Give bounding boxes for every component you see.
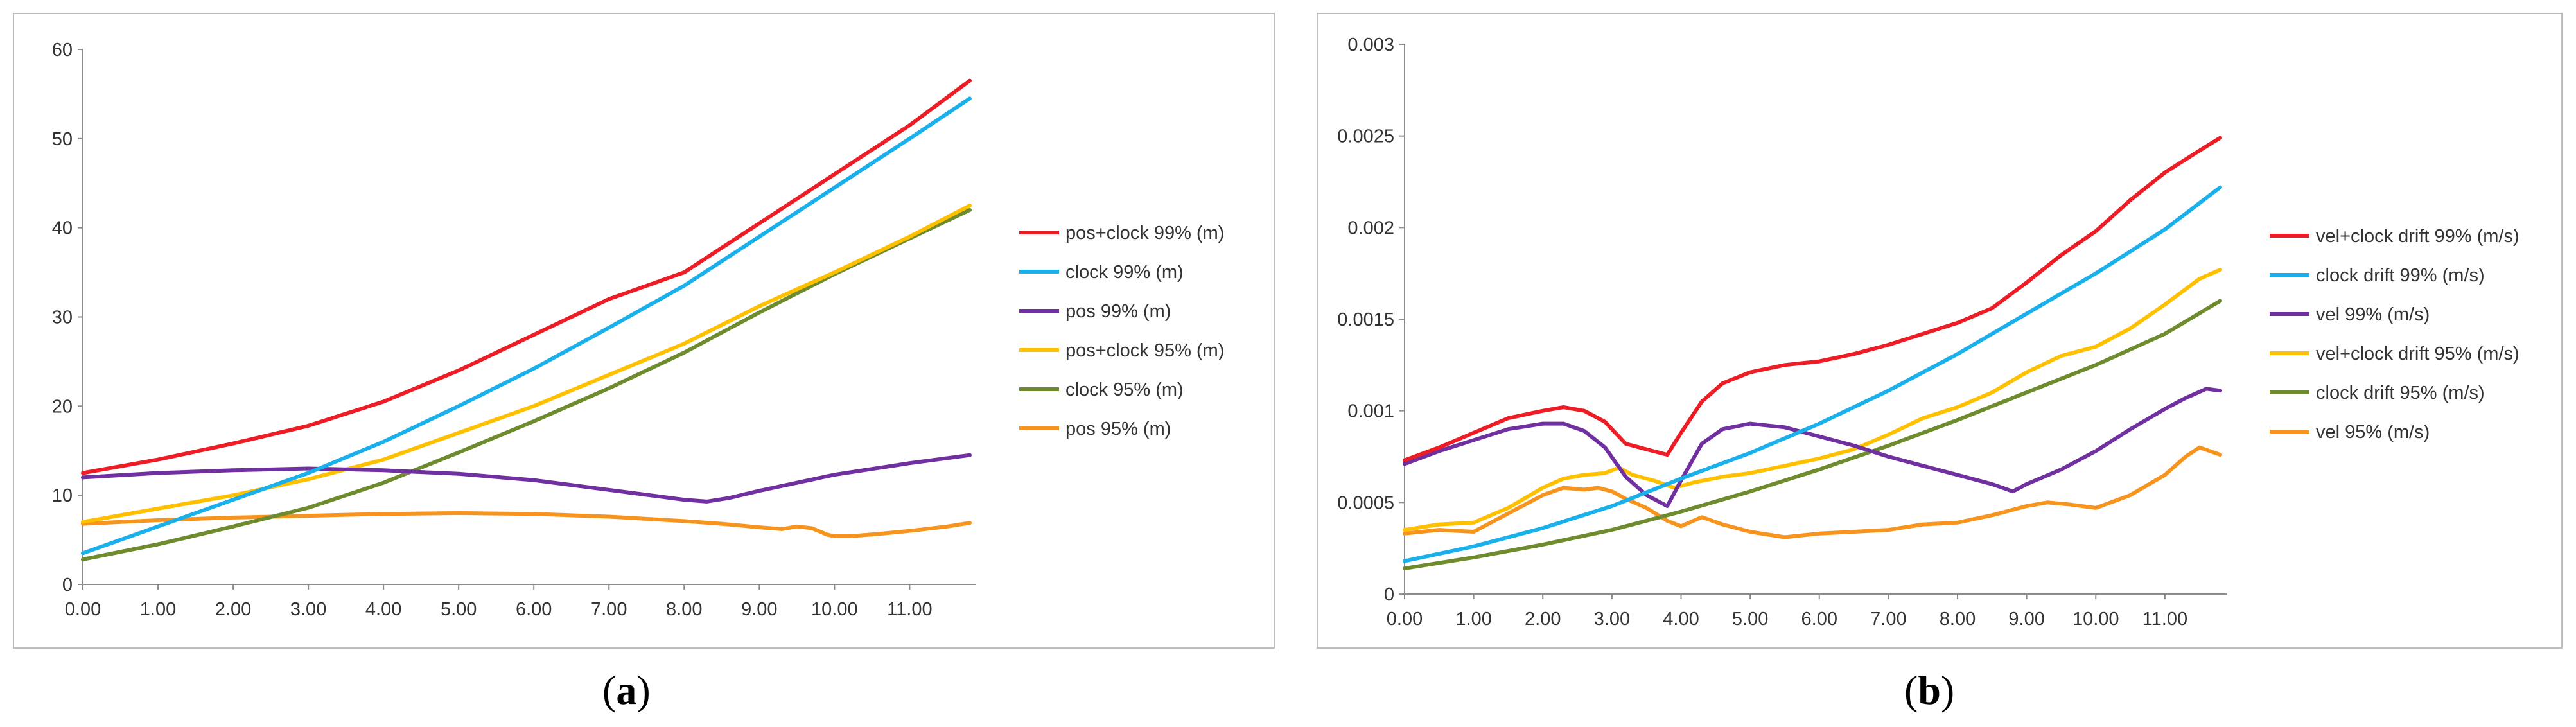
y-tick-label: 0.0005 xyxy=(1337,493,1394,513)
chart-b-legend: vel+clock drift 99% (m/s) clock drift 99%… xyxy=(2270,226,2519,442)
x-tick-label: 9.00 xyxy=(741,599,777,620)
chart-a-svg: 0 10 20 30 40 50 60 0.00 1.00 2.00 3.00 4.00 5.00 6.0… xyxy=(52,40,1225,620)
caption-a-open: ( xyxy=(602,667,617,713)
y-tick-label: 30 xyxy=(52,308,73,328)
x-tick-label: 9.00 xyxy=(2008,609,2044,629)
y-tick-label: 0.003 xyxy=(1347,35,1394,55)
y-tick-label: 60 xyxy=(52,40,73,60)
caption-a-close: ) xyxy=(636,667,651,713)
legend-label: pos 95% (m) xyxy=(1065,419,1171,439)
caption-b: (b) xyxy=(1904,667,1954,714)
x-tick-label: 7.00 xyxy=(1870,609,1906,629)
series-line xyxy=(81,453,972,504)
y-tick-label: 0.0015 xyxy=(1337,310,1394,330)
series-line xyxy=(81,78,972,475)
chart-a-frame: 0 10 20 30 40 50 60 0.00 1.00 2.00 3.00 4.00 5.00 6.0… xyxy=(13,13,1275,649)
legend-label: pos 99% (m) xyxy=(1065,301,1171,322)
chart-b-series xyxy=(1403,136,2222,571)
caption-b-letter: b xyxy=(1918,667,1941,713)
x-tick-label: 2.00 xyxy=(215,599,251,620)
x-tick-label: 2.00 xyxy=(1525,609,1561,629)
x-tick-label: 10.00 xyxy=(811,599,858,620)
x-tick-label: 4.00 xyxy=(1663,609,1699,629)
x-tick-label: 5.00 xyxy=(1732,609,1768,629)
x-tick-label: 6.00 xyxy=(1801,609,1837,629)
y-tick-label: 40 xyxy=(52,218,73,239)
x-tick-label: 8.00 xyxy=(666,599,702,620)
y-tick-label: 50 xyxy=(52,129,73,150)
legend-label: clock 99% (m) xyxy=(1065,262,1184,283)
y-tick-label: 0.002 xyxy=(1347,218,1394,238)
y-tick-label: 0 xyxy=(1384,584,1394,605)
series-line xyxy=(1403,185,2222,563)
series-line xyxy=(1403,387,2222,508)
x-tick-label: 0.00 xyxy=(1387,609,1423,629)
y-tick-label: 20 xyxy=(52,396,73,417)
y-tick-label: 0.0025 xyxy=(1337,127,1394,147)
legend-label: pos+clock 99% (m) xyxy=(1065,223,1224,243)
chart-b-frame: 0 0.0005 0.001 0.0015 0.002 0.0025 0.003 0.00 1.… xyxy=(1317,13,2563,649)
x-tick-label: 4.00 xyxy=(365,599,401,620)
x-tick-label: 5.00 xyxy=(441,599,477,620)
series-line xyxy=(81,204,972,524)
legend-label: vel+clock drift 99% (m/s) xyxy=(2316,226,2519,247)
chart-b-axes: 0 0.0005 0.001 0.0015 0.002 0.0025 0.003 0.00 1.… xyxy=(1337,35,2227,629)
chart-a-legend: pos+clock 99% (m) clock 99% (m) pos 99% (m… xyxy=(1019,223,1224,439)
caption-b-close: ) xyxy=(1940,667,1955,713)
series-line xyxy=(1403,268,2222,532)
x-tick-label: 6.00 xyxy=(516,599,552,620)
chart-b-svg: 0 0.0005 0.001 0.0015 0.002 0.0025 0.003 0.00 1.… xyxy=(1337,35,2519,629)
chart-a-series xyxy=(81,78,972,562)
legend-label: clock drift 95% (m/s) xyxy=(2316,383,2485,403)
series-line xyxy=(1403,299,2222,571)
x-tick-label: 3.00 xyxy=(1594,609,1630,629)
y-tick-label: 0.001 xyxy=(1347,401,1394,422)
legend-label: clock 95% (m) xyxy=(1065,380,1184,400)
x-tick-label: 8.00 xyxy=(1940,609,1976,629)
x-tick-label: 11.00 xyxy=(887,599,932,620)
x-tick-label: 10.00 xyxy=(2072,609,2119,629)
x-tick-label: 7.00 xyxy=(591,599,627,620)
series-line xyxy=(81,511,972,538)
legend-label: pos+clock 95% (m) xyxy=(1065,340,1224,361)
x-tick-label: 0.00 xyxy=(65,599,101,620)
series-line xyxy=(81,96,972,556)
x-tick-label: 1.00 xyxy=(1455,609,1491,629)
legend-label: vel 99% (m/s) xyxy=(2316,304,2430,325)
caption-b-open: ( xyxy=(1904,667,1918,713)
chart-a-axes: 0 10 20 30 40 50 60 0.00 1.00 2.00 3.00 4.00 5.00 6.0… xyxy=(52,40,976,620)
x-tick-label: 11.00 xyxy=(2142,609,2187,629)
legend-label: vel+clock drift 95% (m/s) xyxy=(2316,344,2519,364)
x-tick-label: 1.00 xyxy=(140,599,176,620)
caption-a-letter: a xyxy=(616,667,637,713)
series-line xyxy=(1403,445,2222,539)
x-tick-label: 3.00 xyxy=(290,599,326,620)
legend-label: clock drift 99% (m/s) xyxy=(2316,265,2485,286)
series-line xyxy=(1403,136,2222,462)
legend-label: vel 95% (m/s) xyxy=(2316,422,2430,442)
caption-a: (a) xyxy=(602,667,651,714)
y-tick-label: 10 xyxy=(52,486,73,506)
y-tick-label: 0 xyxy=(62,575,73,595)
